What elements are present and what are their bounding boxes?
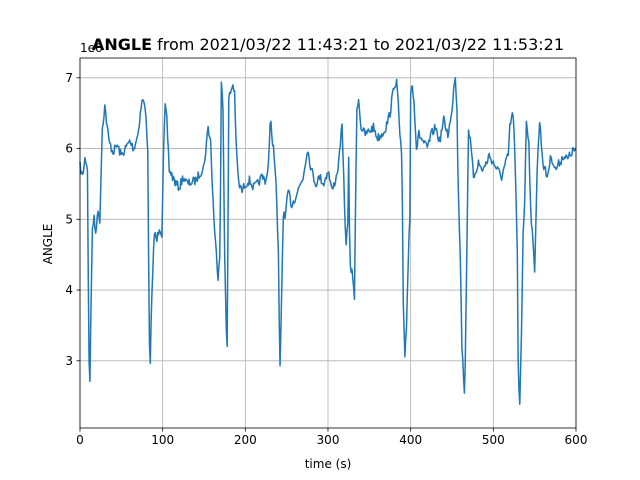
chart-title: ANGLE from 2021/03/22 11:43:21 to 2021/0…	[92, 35, 564, 54]
y-offset-label: 1e6	[80, 41, 103, 55]
chart-title-bold: ANGLE	[92, 35, 152, 54]
y-tick-label: 6	[65, 142, 73, 156]
x-tick-label: 500	[482, 433, 505, 447]
x-tick-label: 100	[151, 433, 174, 447]
x-tick-label: 0	[76, 433, 84, 447]
x-tick-label: 400	[399, 433, 422, 447]
y-tick-label: 7	[65, 71, 73, 85]
x-axis: 0 100 200 300 400 500 600	[76, 428, 587, 447]
x-tick-label: 300	[317, 433, 340, 447]
x-axis-label: time (s)	[305, 457, 352, 471]
y-tick-label: 4	[65, 283, 73, 297]
y-tick-label: 3	[65, 354, 73, 368]
y-axis-label: ANGLE	[41, 224, 55, 265]
x-tick-label: 200	[234, 433, 257, 447]
y-tick-label: 5	[65, 212, 73, 226]
chart-title-rest: from 2021/03/22 11:43:21 to 2021/03/22 1…	[152, 35, 564, 54]
grid-lines	[79, 58, 577, 428]
series-line	[79, 77, 577, 405]
y-axis: 3 4 5 6 7	[65, 71, 80, 368]
plot-area	[79, 77, 577, 405]
x-tick-label: 600	[565, 433, 588, 447]
